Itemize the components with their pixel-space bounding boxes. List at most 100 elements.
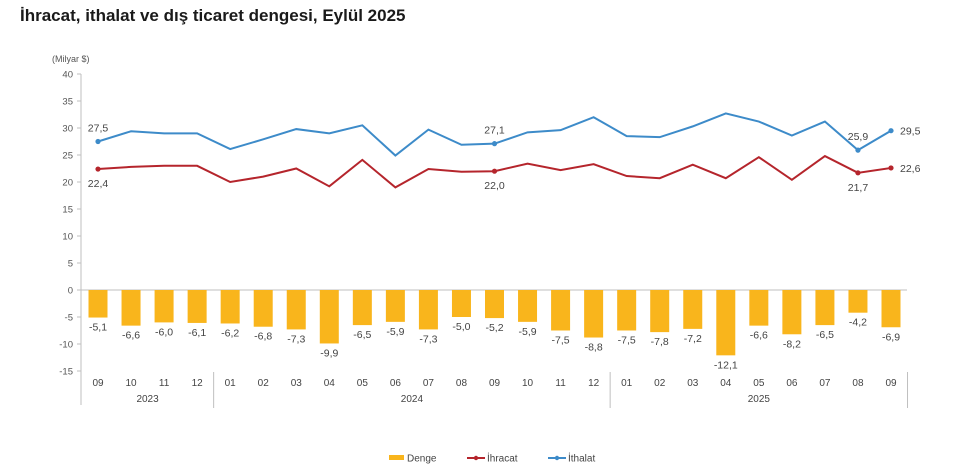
x-tick-label: 12: [588, 378, 600, 389]
bar-data-label: -5,9: [386, 326, 404, 338]
bar-denge: [617, 290, 637, 331]
x-tick-label: 01: [225, 378, 237, 389]
line-series: [95, 112, 894, 189]
legend-item-ihracat: İhracat: [467, 452, 518, 465]
x-tick-label: 03: [687, 378, 699, 389]
line-data-label-ihracat: 21,7: [848, 182, 869, 194]
bar-data-label: -5,1: [89, 322, 107, 334]
bar-data-label: -4,2: [849, 317, 867, 329]
x-tick-label: 09: [489, 378, 501, 389]
x-group-label: 2023: [136, 394, 159, 405]
legend-marker-ithalat: [554, 455, 560, 461]
legend-label-ithalat: İthalat: [568, 452, 595, 465]
x-tick-label: 08: [456, 378, 468, 389]
marker-ihracat: [888, 165, 894, 171]
x-tick-label: 12: [192, 378, 204, 389]
bar-data-label: -7,2: [684, 333, 702, 345]
x-tick-label: 05: [753, 378, 765, 389]
data-labels: -5,1 -6,6 -6,0 -6,1 -6,2 -6,8 -7,3 -9,9 -6,5 -5,9…: [88, 123, 921, 372]
bar-data-label: -6,9: [882, 331, 900, 343]
x-tick-label: 07: [423, 378, 435, 389]
y-tick-label: 15: [62, 205, 73, 216]
bar-data-label: -7,5: [618, 335, 636, 347]
bar-data-label: -6,1: [188, 327, 206, 339]
bar-denge: [584, 290, 604, 338]
x-tick-label: 11: [555, 378, 566, 389]
bar-denge: [451, 290, 471, 317]
x-tick-label: 09: [92, 378, 104, 389]
marker-ithalat: [491, 141, 498, 147]
legend-marker-ihracat: [473, 455, 479, 461]
bar-series-denge: [88, 290, 901, 356]
bar-denge: [518, 290, 538, 322]
marker-ithalat: [855, 147, 861, 153]
legend-label-denge: Denge: [407, 454, 437, 465]
y-tick-label: 35: [62, 97, 73, 108]
bar-data-label: -6,6: [122, 330, 140, 342]
bar-denge: [418, 290, 438, 330]
line-data-label-ihracat: 22,6: [900, 163, 921, 175]
x-tick-label: 01: [621, 378, 633, 389]
x-tick-label: 09: [885, 378, 897, 389]
y-tick-label: -5: [65, 313, 73, 324]
y-tick-label: 0: [68, 286, 73, 297]
bar-data-label: -5,2: [485, 322, 503, 334]
bar-data-label: -6,6: [750, 330, 768, 342]
x-group-label: 2024: [401, 394, 424, 405]
bar-data-label: -8,8: [585, 342, 603, 354]
legend-item-ithalat: İthalat: [548, 452, 595, 465]
bar-denge: [749, 290, 769, 326]
x-tick-label: 04: [324, 378, 336, 389]
line-data-label-ithalat: 25,9: [848, 131, 869, 143]
legend-item-denge: Denge: [389, 454, 437, 465]
legend: Denge İhracat İthalat: [389, 452, 595, 465]
y-tick-label: -15: [59, 367, 73, 378]
bar-denge: [154, 290, 174, 323]
bar-data-label: -7,3: [287, 333, 305, 345]
bar-denge: [881, 290, 901, 328]
bar-denge: [319, 290, 339, 344]
line-data-label-ithalat: 27,5: [88, 123, 109, 135]
x-tick-label: 08: [852, 378, 864, 389]
bar-denge: [187, 290, 207, 323]
y-tick-label: 30: [62, 124, 73, 135]
bar-data-label: -6,5: [816, 329, 834, 341]
x-tick-label: 02: [258, 378, 270, 389]
bar-data-label: -9,9: [320, 347, 338, 359]
bar-data-label: -5,0: [452, 321, 470, 333]
bar-data-label: -8,2: [783, 338, 801, 350]
bar-data-label: -7,8: [651, 336, 669, 348]
bar-denge: [683, 290, 703, 329]
bar-denge: [716, 290, 736, 356]
marker-ihracat: [855, 170, 861, 176]
bar-denge: [551, 290, 571, 331]
x-tick-label: 03: [291, 378, 303, 389]
bar-denge: [352, 290, 372, 326]
line-data-label-ihracat: 22,0: [484, 180, 505, 192]
x-tick-label: 07: [819, 378, 831, 389]
bar-denge: [650, 290, 670, 333]
x-tick-label: 04: [720, 378, 732, 389]
bar-data-label: -7,3: [419, 333, 437, 345]
bar-denge: [485, 290, 504, 319]
bar-data-label: -5,9: [518, 326, 536, 338]
bar-denge: [88, 290, 108, 318]
bar-denge: [782, 290, 802, 335]
chart-title: İhracat, ithalat ve dış ticaret dengesi,…: [20, 6, 406, 25]
marker-ihracat: [95, 166, 101, 172]
bar-denge: [121, 290, 141, 326]
bar-denge: [286, 290, 306, 330]
line-data-label-ithalat: 27,1: [484, 125, 505, 137]
x-tick-label: 10: [522, 378, 534, 389]
y-axis-unit-label: (Milyar $): [52, 54, 90, 64]
y-tick-label: 10: [62, 232, 73, 243]
marker-ihracat: [491, 168, 498, 174]
bar-denge: [253, 290, 273, 327]
bar-denge: [815, 290, 835, 326]
y-tick-label: 40: [62, 70, 73, 81]
bar-data-label: -6,2: [221, 327, 239, 339]
marker-ithalat: [888, 128, 894, 134]
y-tick-label: 25: [62, 151, 73, 162]
line-data-label-ihracat: 22,4: [88, 178, 109, 190]
